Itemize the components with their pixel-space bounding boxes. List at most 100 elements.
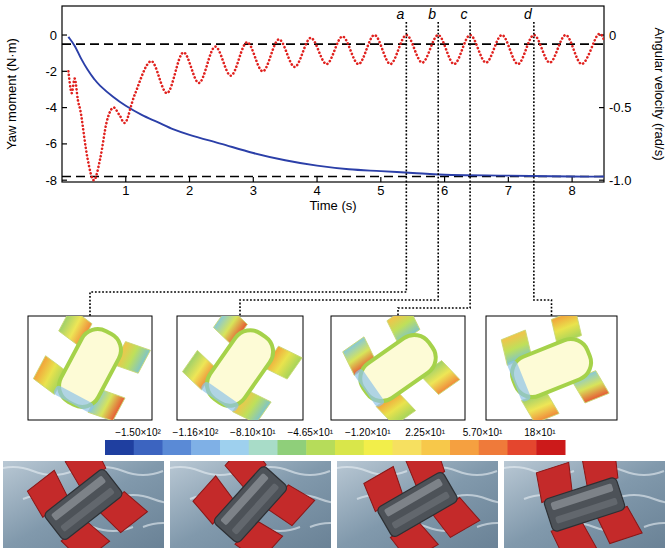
colorbar-swatch	[249, 440, 278, 455]
y-axis-title: Yaw moment (N·m)	[4, 38, 19, 150]
x-tick-label: 2	[186, 183, 193, 198]
robot-body-end	[507, 360, 532, 403]
y-tick	[62, 71, 67, 72]
x-tick-label: 1	[122, 183, 129, 198]
y2-tick-label: 0	[609, 28, 616, 43]
colorbar-label: 5.70×10¹	[463, 427, 503, 438]
x-tick-label: 5	[377, 183, 384, 198]
marker-label: b	[428, 6, 436, 22]
robot-body	[353, 328, 443, 408]
ripple	[310, 523, 331, 531]
y2-tick	[599, 107, 604, 108]
colorbar-swatch	[335, 440, 364, 455]
marker-label: a	[396, 6, 404, 22]
ripple	[337, 467, 407, 475]
x-tick	[444, 177, 445, 182]
robot-body-detail	[60, 487, 115, 532]
x-tick	[508, 177, 509, 182]
colorbar-label: −1.16×10²	[173, 427, 219, 438]
y-tick	[62, 107, 67, 108]
colorbar-swatch	[134, 440, 163, 455]
robot-body-end	[353, 368, 385, 408]
robot-body	[200, 323, 280, 413]
snapshot	[486, 310, 617, 425]
snapshot-content	[31, 316, 150, 420]
robot-body-detail	[231, 483, 279, 535]
x-tick-label: 8	[569, 183, 576, 198]
y-tick-label: -6	[45, 136, 57, 151]
x-tick	[125, 177, 126, 182]
photo	[494, 447, 669, 551]
snapshot-content	[498, 316, 610, 420]
x-tick-label: 3	[250, 183, 257, 198]
robot-model	[339, 316, 459, 420]
x-tick	[380, 177, 381, 182]
marker-line	[240, 22, 438, 316]
x-tick	[189, 177, 190, 182]
y-tick	[62, 34, 67, 35]
robot-body-photo	[376, 471, 459, 538]
y-tick	[62, 180, 67, 181]
snapshot-content	[339, 316, 459, 420]
colorbar-swatch	[220, 440, 249, 455]
colorbar-swatch	[191, 440, 220, 455]
x-tick	[572, 177, 573, 182]
colorbar-swatch	[306, 440, 335, 455]
photo-content	[3, 461, 164, 548]
x-tick-label: 7	[505, 183, 512, 198]
colorbar-swatch	[450, 440, 479, 455]
marker-line	[534, 22, 552, 316]
photo-content	[337, 461, 498, 548]
colorbar-swatch	[421, 440, 450, 455]
marker-label: d	[524, 6, 533, 22]
robot-photo	[360, 461, 479, 548]
robot-model	[180, 316, 302, 420]
x-tick-label: 6	[441, 183, 448, 198]
y-tick-label: -2	[45, 64, 57, 79]
robot-body-end	[200, 381, 240, 413]
photo-content	[504, 461, 665, 548]
colorbar-label: −1.50×10²	[115, 427, 161, 438]
robot-model	[31, 316, 150, 420]
figure: 123456780-2-4-6-80-0.5-1.0Time (s)Yaw mo…	[0, 0, 669, 551]
robot-body	[53, 323, 128, 413]
plot-frame	[62, 6, 604, 182]
robot-body-photo	[212, 465, 288, 544]
x-tick	[253, 177, 254, 182]
photo-content	[170, 461, 331, 548]
reference-line	[62, 43, 604, 45]
x-tick-label: 4	[313, 183, 320, 198]
x-axis-title: Time (s)	[309, 198, 356, 213]
y-tick-label: -8	[45, 173, 57, 188]
marker-line	[398, 22, 470, 316]
ripple	[143, 523, 164, 531]
marker-line	[90, 22, 406, 316]
x-tick	[316, 177, 317, 182]
colorbar-label: 2.25×10¹	[405, 427, 445, 438]
colorbar-label: −4.65×10¹	[287, 427, 333, 438]
colorbar-label: 18×10¹	[524, 427, 556, 438]
marker-label: c	[461, 6, 468, 22]
colorbar-swatch	[536, 440, 565, 455]
robot-body-detail	[555, 497, 618, 523]
y-tick-label: -4	[45, 100, 57, 115]
robot-body	[507, 334, 597, 403]
colorbar-swatch	[163, 440, 192, 455]
colorbar-label: −8.10×10¹	[230, 427, 276, 438]
series-line	[68, 34, 604, 180]
snapshot-content	[180, 316, 302, 420]
plot-marks	[62, 34, 604, 180]
snapshot	[28, 308, 152, 424]
y2-tick-label: -1.0	[609, 173, 631, 188]
colorbar-swatch	[278, 440, 307, 455]
colorbar-swatch	[508, 440, 537, 455]
colorbar-swatch	[105, 440, 134, 455]
robot-body-photo	[43, 468, 124, 542]
robot-photo	[190, 461, 314, 548]
robot-model	[498, 316, 610, 420]
colorbar-swatch	[393, 440, 422, 455]
y-tick	[62, 143, 67, 144]
snapshot	[177, 306, 303, 426]
colorbar-label: −1.20×10¹	[345, 427, 391, 438]
y2-axis-title: Angular velocity (rad/s)	[652, 28, 667, 161]
